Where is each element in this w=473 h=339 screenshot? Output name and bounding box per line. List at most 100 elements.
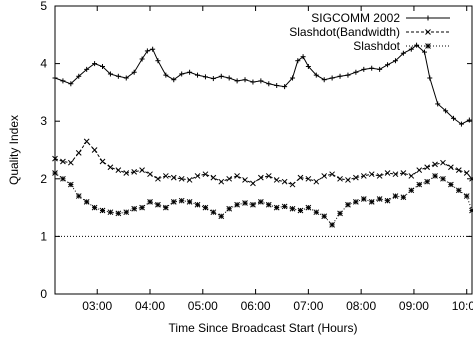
series-2: [52, 138, 473, 188]
data-point: [273, 177, 280, 183]
data-point: [115, 167, 122, 174]
data-point: [295, 58, 301, 64]
y-tick-label: 1: [40, 229, 47, 243]
data-point: [186, 198, 193, 205]
legend-label: Slashdot(Bandwidth): [289, 25, 400, 39]
data-point: [360, 196, 367, 202]
data-point: [435, 101, 441, 107]
data-point: [321, 213, 328, 220]
data-point: [91, 204, 98, 211]
data-point: [76, 73, 82, 79]
data-point: [139, 204, 145, 211]
data-point: [147, 171, 153, 178]
data-point: [202, 74, 208, 80]
data-point: [424, 178, 430, 185]
y-tick-label: 4: [40, 57, 47, 71]
series-line: [54, 44, 470, 125]
data-point: [265, 201, 272, 208]
data-point: [83, 138, 90, 145]
x-tick-label: 10:00: [452, 299, 473, 313]
y-tick-label: 2: [40, 172, 47, 186]
data-point: [400, 170, 407, 176]
data-point: [194, 201, 201, 208]
data-point: [123, 170, 130, 176]
data-point: [210, 209, 217, 216]
data-point: [52, 75, 58, 81]
data-point: [458, 121, 464, 127]
data-point: [377, 66, 383, 72]
data-point: [313, 209, 320, 216]
x-tick-label: 09:00: [399, 299, 429, 313]
data-point: [92, 61, 98, 67]
y-tick-label: 0: [40, 287, 47, 301]
data-point: [313, 178, 320, 185]
data-point: [384, 170, 391, 176]
data-point: [408, 173, 415, 179]
data-point: [131, 205, 138, 212]
data-point: [234, 173, 240, 179]
data-point: [300, 54, 306, 60]
data-point: [99, 207, 106, 214]
data-point: [274, 82, 280, 88]
data-point: [155, 175, 161, 182]
data-point: [131, 69, 137, 75]
data-point: [273, 204, 280, 211]
data-point: [427, 75, 433, 81]
data-point: [408, 46, 414, 52]
data-point: [329, 222, 335, 228]
data-point: [226, 75, 232, 81]
data-point: [443, 108, 449, 114]
data-point: [400, 194, 407, 201]
x-axis: 03:00 04:00 05:00 06:00 07:00 08:00 09:00 10:00: [82, 6, 473, 313]
data-point: [345, 72, 351, 78]
legend-marker: [425, 15, 431, 21]
x-tick-label: 07:00: [293, 299, 323, 313]
series-line: [54, 172, 473, 226]
data-point: [178, 197, 185, 204]
data-point: [179, 71, 185, 77]
data-point: [463, 193, 470, 199]
data-point: [297, 207, 304, 214]
data-point: [186, 177, 193, 183]
data-point: [163, 72, 169, 78]
y-axis-label: Quality Index: [7, 115, 21, 185]
data-point: [289, 181, 296, 188]
data-point: [416, 167, 423, 174]
data-point: [250, 180, 256, 187]
data-point: [414, 42, 420, 48]
data-point: [360, 173, 367, 179]
data-point: [234, 78, 240, 84]
data-point: [455, 167, 462, 174]
data-point: [432, 161, 438, 168]
data-point: [68, 81, 74, 87]
x-tick-label: 08:00: [346, 299, 376, 313]
data-point: [210, 76, 216, 82]
data-point: [218, 73, 224, 79]
x-tick-label: 05:00: [188, 299, 218, 313]
legend-marker: [425, 29, 431, 35]
data-point: [242, 77, 248, 83]
y-tick-label: 5: [40, 0, 47, 13]
data-point: [290, 75, 296, 81]
data-point: [91, 147, 98, 153]
data-point: [139, 167, 145, 174]
data-point: [400, 50, 406, 56]
data-point: [115, 210, 122, 217]
data-point: [353, 198, 359, 205]
data-point: [385, 62, 391, 68]
data-point: [432, 173, 438, 179]
data-point: [448, 181, 454, 188]
data-point: [329, 171, 335, 178]
data-point: [392, 193, 399, 199]
x-tick-label: 03:00: [82, 299, 112, 313]
legend-marker: [425, 43, 431, 49]
data-point: [289, 205, 296, 212]
data-point: [107, 164, 114, 171]
data-point: [202, 171, 209, 178]
x-tick-label: 06:00: [241, 299, 271, 313]
data-point: [368, 198, 375, 205]
data-point: [451, 115, 457, 121]
x-tick-label: 04:00: [135, 299, 165, 313]
